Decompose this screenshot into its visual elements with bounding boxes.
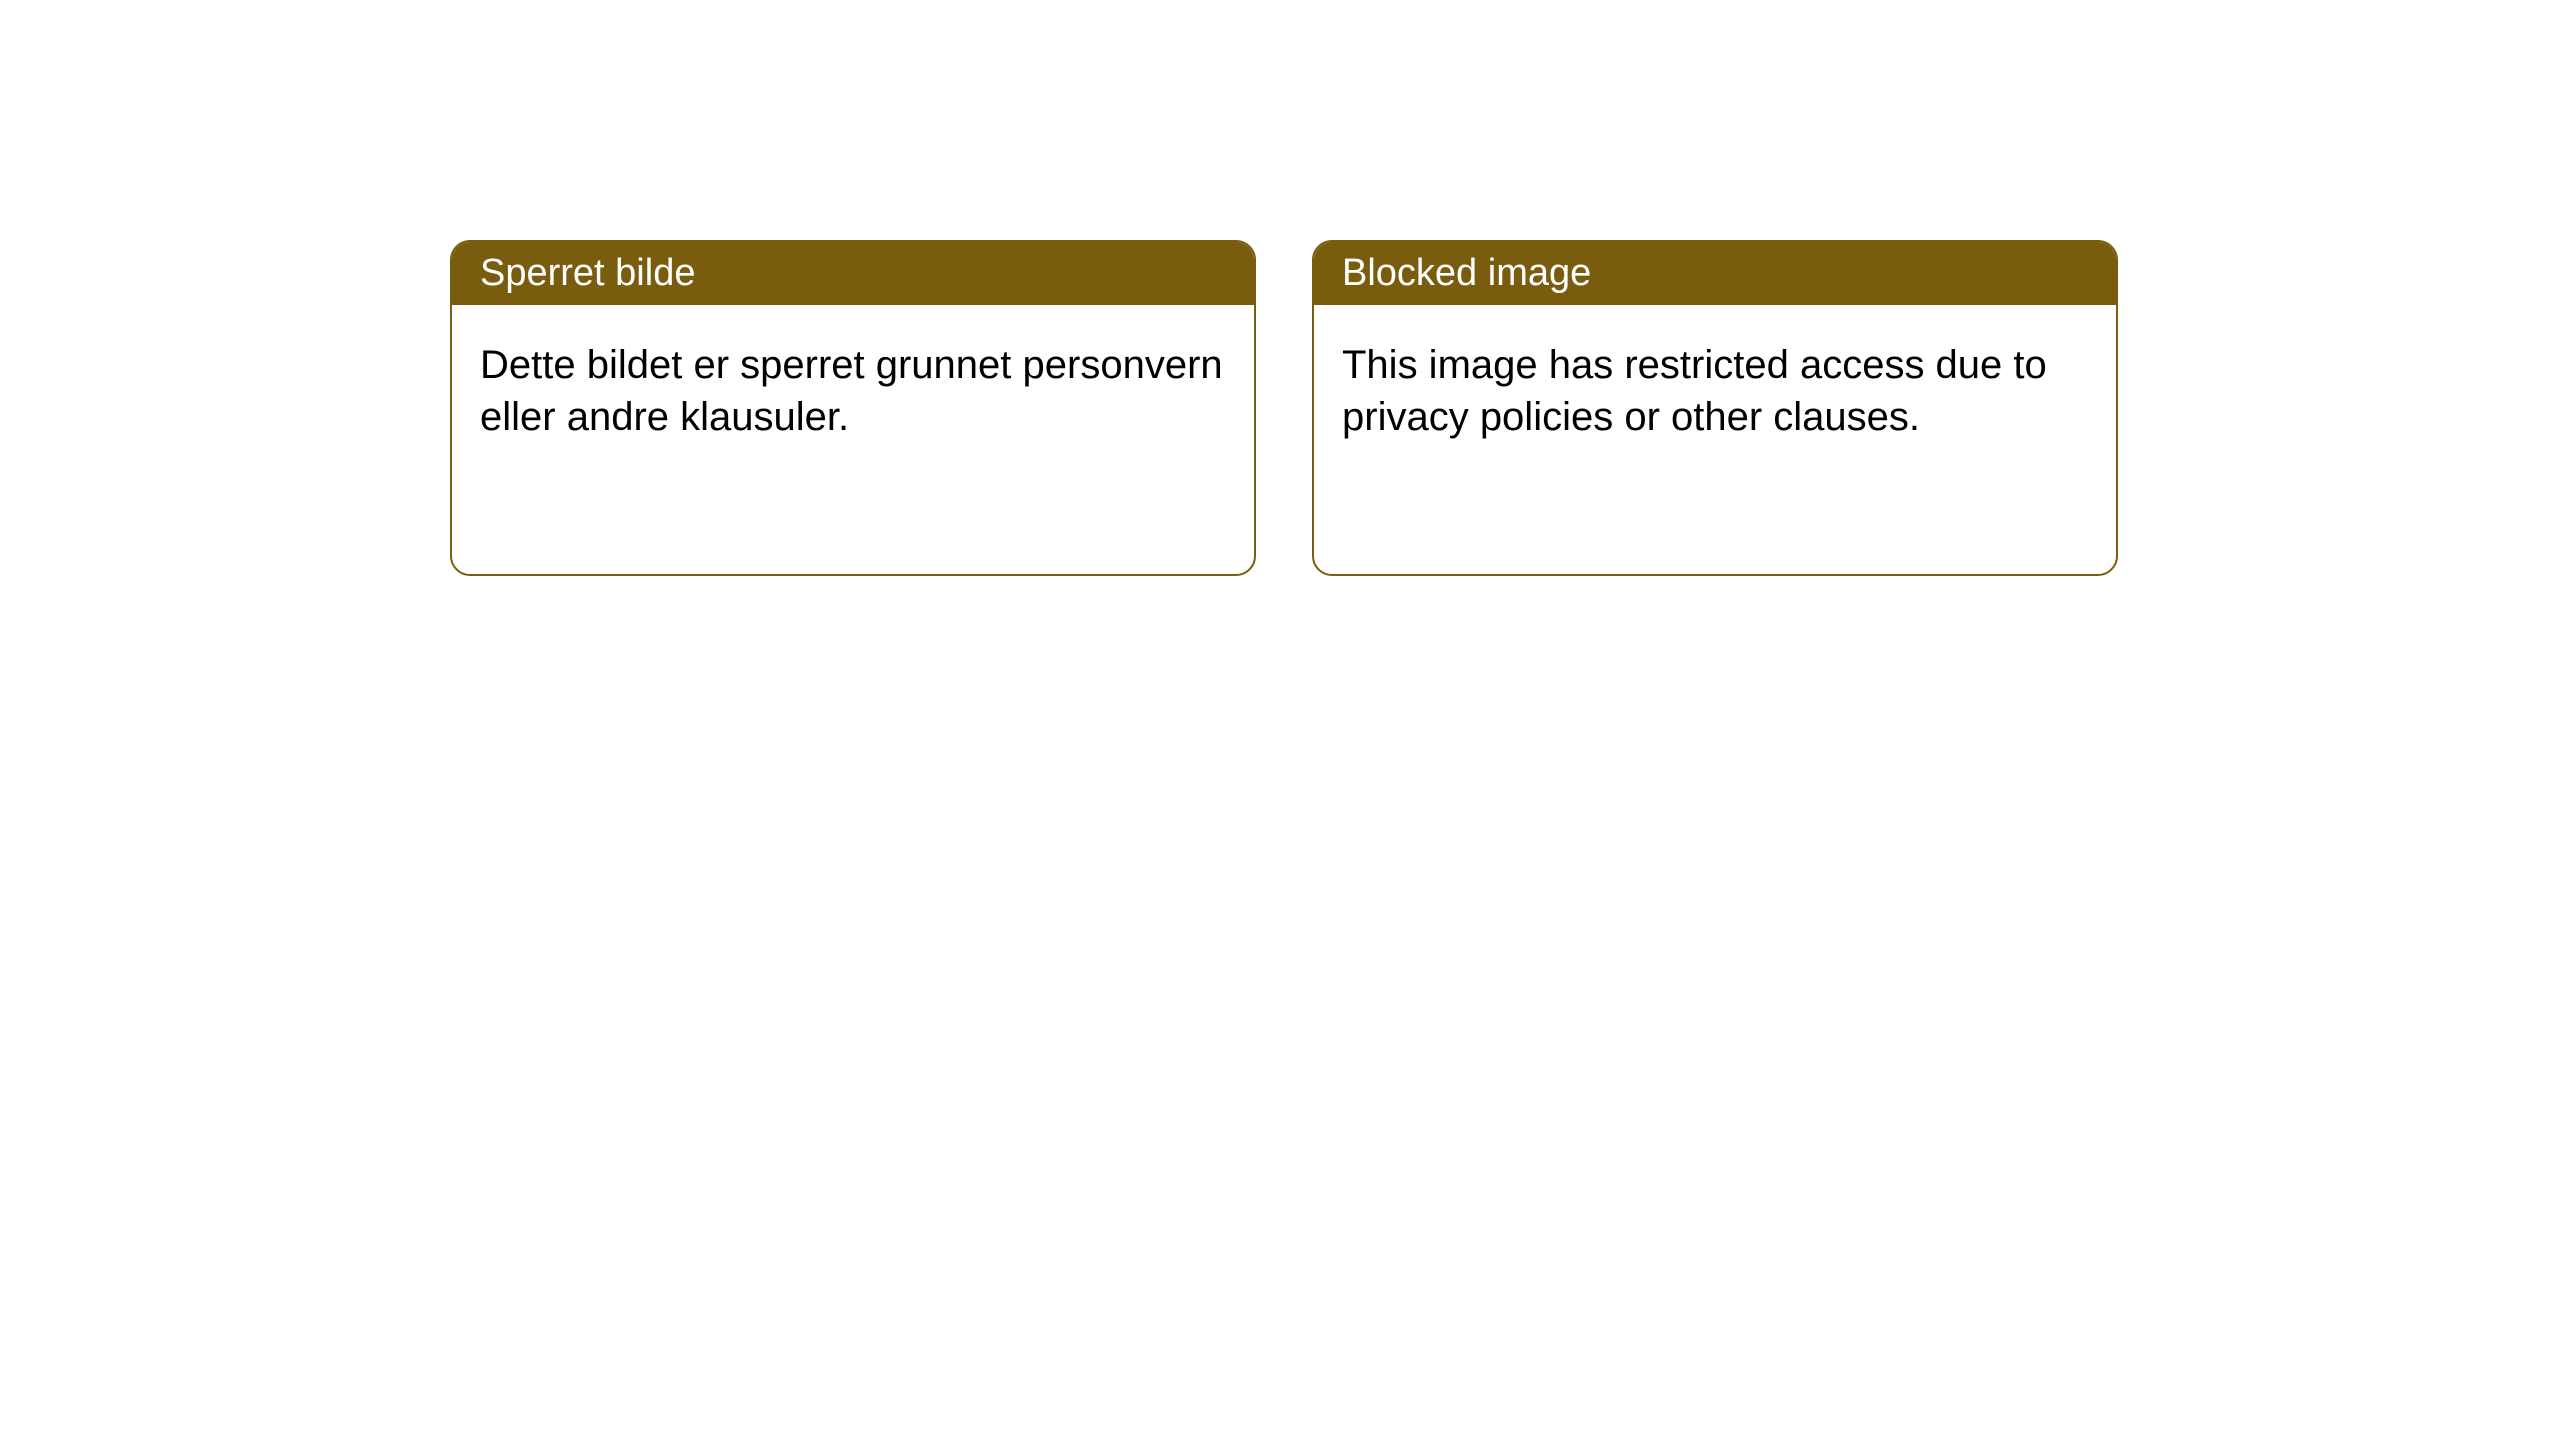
notice-body: Dette bildet er sperret grunnet personve…: [452, 305, 1254, 477]
notice-header: Blocked image: [1314, 242, 2116, 305]
notice-container: Sperret bilde Dette bildet er sperret gr…: [0, 0, 2560, 576]
notice-body: This image has restricted access due to …: [1314, 305, 2116, 477]
notice-header: Sperret bilde: [452, 242, 1254, 305]
notice-box-norwegian: Sperret bilde Dette bildet er sperret gr…: [450, 240, 1256, 576]
notice-box-english: Blocked image This image has restricted …: [1312, 240, 2118, 576]
